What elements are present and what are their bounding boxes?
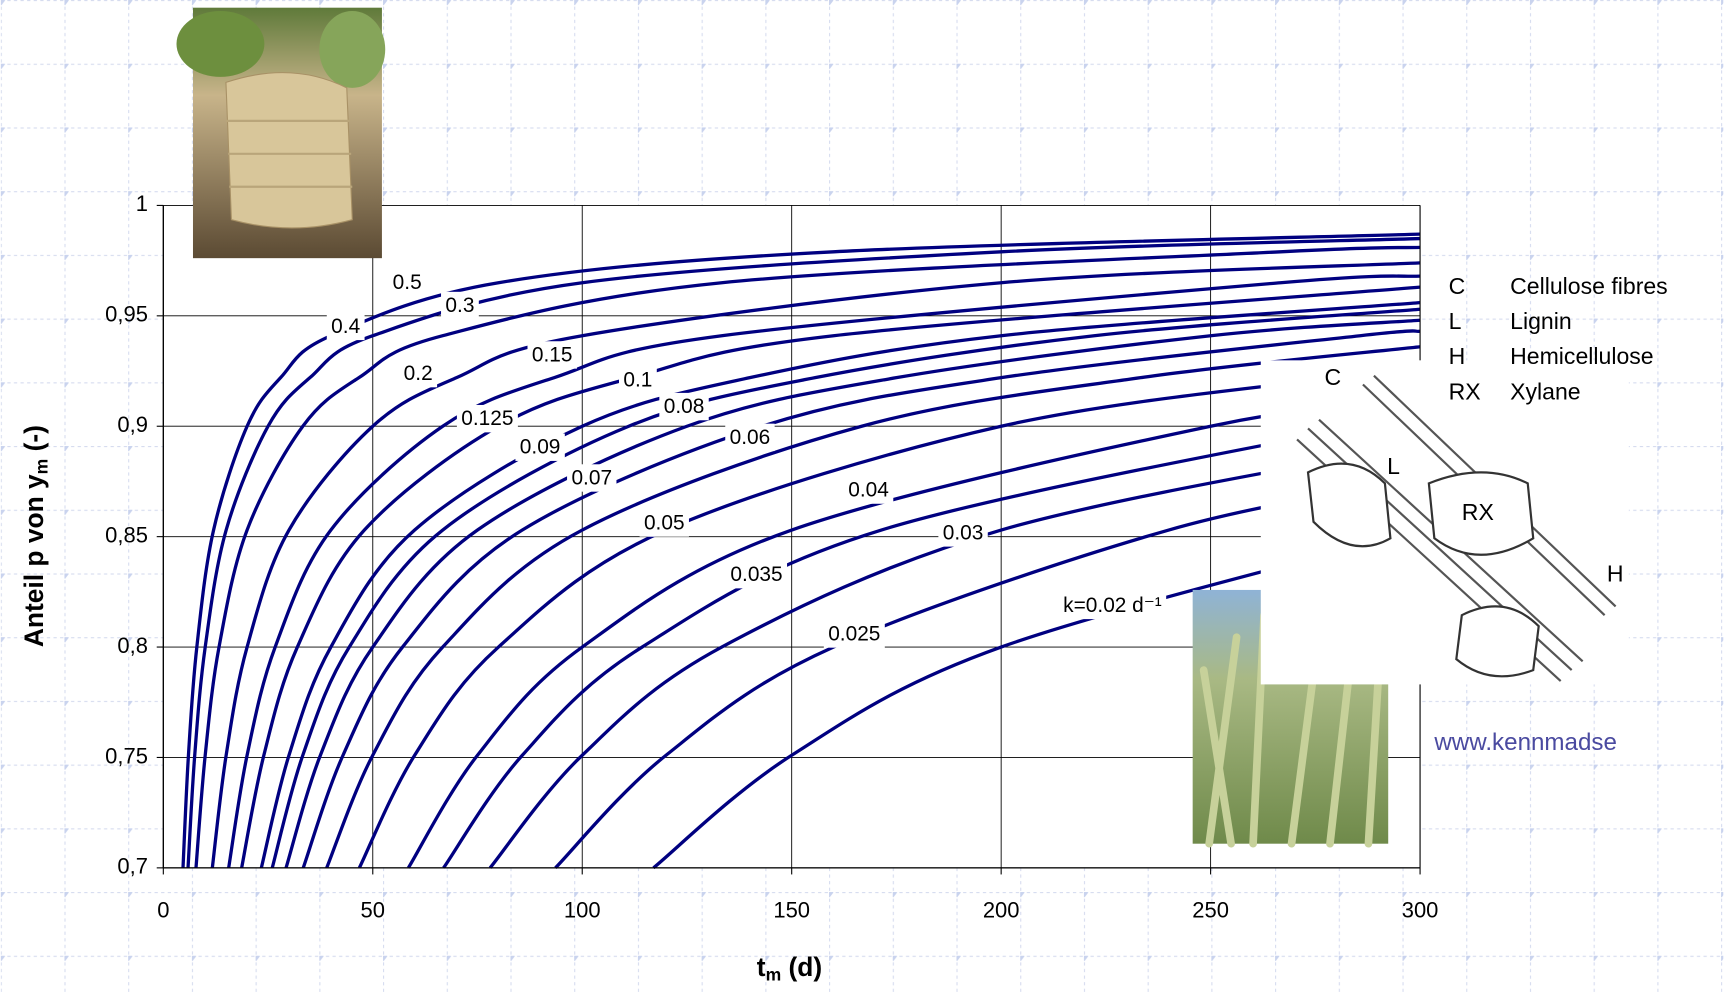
y-title-rest: (-) — [19, 425, 49, 459]
curve — [186, 236, 1421, 868]
x-axis-title: tm (d) — [757, 952, 822, 984]
diagram-label: RX — [1462, 499, 1494, 525]
curve-label: 0.07 — [571, 466, 612, 489]
curve-label-bg — [399, 359, 438, 388]
axes: 0,7 0,75 0,8 0,85 0,9 0,95 1 0 50 100 150 200 250 300 — [105, 191, 1438, 922]
curve — [210, 261, 1421, 869]
curve-label-bg — [527, 341, 577, 369]
diagram-label: C — [1324, 364, 1341, 390]
y-title-main: Anteil p von y — [19, 474, 49, 647]
fibre-diagram: C L RX H — [1260, 360, 1629, 685]
x-title-main: t — [757, 952, 766, 982]
curve-label: 0.15 — [532, 343, 573, 366]
curve — [259, 300, 1421, 869]
y-tick-label: 1 — [136, 191, 148, 216]
y-tick-label: 0,85 — [105, 522, 148, 547]
y-tick-label: 0,7 — [117, 854, 148, 879]
curve-label-bg — [938, 519, 988, 547]
curve-label: 0.125 — [461, 407, 513, 430]
curve-label: 0.2 — [404, 362, 433, 385]
curve-label: 0.05 — [644, 512, 685, 535]
curve-label-bg — [726, 560, 788, 589]
curve — [227, 274, 1421, 869]
x-title-rest: (d) — [781, 952, 822, 982]
diagram-label: H — [1607, 561, 1624, 587]
beet-photo — [176, 7, 386, 259]
legend-text: Hemicellulose — [1510, 343, 1653, 369]
legend-text: Xylane — [1510, 378, 1580, 404]
x-tick-label: 200 — [983, 898, 1020, 923]
curve-label: 0.5 — [393, 271, 422, 294]
y-tick-label: 0,8 — [117, 633, 148, 658]
curve — [301, 329, 1421, 869]
curve-label-bg — [1058, 591, 1167, 620]
legend-text: Cellulose fibres — [1510, 273, 1668, 299]
x-title-sub: m — [766, 964, 782, 984]
x-tick-label: 300 — [1402, 898, 1439, 923]
legend-text: Lignin — [1510, 308, 1572, 334]
curve-label: 0.06 — [730, 426, 771, 449]
curve-label: 0.035 — [730, 563, 782, 586]
curve — [325, 345, 1421, 869]
curve-label: 0.025 — [828, 622, 880, 645]
curve — [270, 307, 1421, 869]
curve-label-bg — [823, 620, 885, 648]
curve-label-bg — [515, 433, 565, 461]
curve-label-bg — [725, 423, 775, 452]
x-tick-label: 100 — [564, 898, 601, 923]
curve — [488, 442, 1421, 869]
diagram-label: L — [1387, 453, 1400, 479]
curve-label: 0.08 — [664, 395, 705, 418]
source-url: www.kennmadse — [1433, 729, 1617, 756]
curve-label: 0.04 — [848, 479, 889, 502]
legend-code: RX — [1449, 378, 1481, 404]
curve-label: 0.4 — [331, 315, 360, 338]
y-tick-label: 0,95 — [105, 302, 148, 327]
curve — [284, 318, 1421, 869]
curve-label-bg — [456, 404, 518, 433]
curve-label-bg — [326, 312, 365, 341]
x-tick-label: 0 — [157, 898, 169, 923]
curve — [194, 245, 1421, 868]
y-tick-label: 0,9 — [117, 412, 148, 437]
curve-label-bg — [639, 509, 689, 537]
curve-label-bg — [388, 268, 427, 297]
curve-label-bg — [441, 291, 479, 320]
component-legend: C Cellulose fibres L Lignin H Hemicellulose RX… — [1449, 273, 1668, 404]
curve-label: k=0.02 d⁻¹ — [1063, 594, 1162, 617]
legend-code: L — [1449, 308, 1462, 334]
curve-label: 0.1 — [623, 369, 652, 392]
x-tick-label: 50 — [361, 898, 385, 923]
curve-label: 0.03 — [943, 521, 984, 544]
curve-label: 0.3 — [445, 294, 474, 317]
curve — [181, 232, 1421, 868]
x-tick-label: 250 — [1192, 898, 1229, 923]
curve-label: 0.09 — [520, 436, 561, 459]
y-title-sub: m — [31, 459, 51, 475]
y-axis-title: Anteil p von ym (-) — [19, 425, 51, 647]
legend-code: C — [1449, 273, 1466, 299]
curve-labels: 0.5 0.4 0.3 0.2 0.15 0.125 0.1 0.09 0.08 0.07 0.06… — [326, 268, 1167, 648]
curve-label-bg — [618, 366, 657, 394]
curves — [181, 232, 1423, 870]
curve-label-bg — [843, 476, 894, 504]
x-tick-label: 150 — [773, 898, 810, 923]
curve — [406, 395, 1421, 869]
curve-label-bg — [659, 392, 709, 421]
legend-code: H — [1449, 343, 1466, 369]
curve-label-bg — [567, 464, 617, 492]
y-tick-label: 0,75 — [105, 743, 148, 768]
